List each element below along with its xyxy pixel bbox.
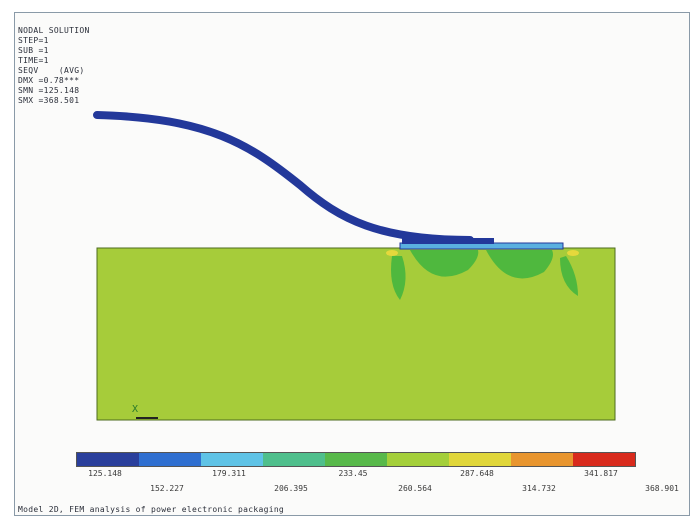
legend-tick: 368.901 (645, 484, 679, 493)
legend-tick: 233.45 (338, 469, 368, 478)
contour-left-tail (391, 256, 406, 300)
info-sub: SUB =1 (18, 46, 49, 55)
legend-tick: 206.395 (274, 484, 308, 493)
legend-tick: 125.148 (88, 469, 122, 478)
model-caption: Model 2D, FEM analysis of power electron… (18, 505, 285, 514)
hotspot-right (567, 250, 579, 256)
bond-wire (93, 111, 474, 244)
legend-swatch (263, 453, 325, 466)
legend-swatch (77, 453, 139, 466)
legend-swatch (573, 453, 635, 466)
info-step: STEP=1 (18, 36, 49, 45)
hotspot-left (386, 250, 398, 256)
contour-right-tail (560, 256, 578, 296)
solution-info: NODAL SOLUTION STEP=1 SUB =1 TIME=1 SEQV… (18, 26, 90, 106)
legend-tick: 179.311 (212, 469, 246, 478)
legend-swatch (201, 453, 263, 466)
legend-tick: 260.564 (398, 484, 432, 493)
legend-swatch (511, 453, 573, 466)
stress-contours (386, 250, 579, 300)
info-dmx: DMX =0.78*** (18, 76, 80, 85)
info-time: TIME=1 (18, 56, 49, 65)
legend-tick: 152.227 (150, 484, 184, 493)
info-smx: SMX =368.501 (18, 96, 80, 105)
info-title: NODAL SOLUTION (18, 26, 90, 35)
legend-swatch (387, 453, 449, 466)
color-legend (76, 452, 636, 467)
info-smn: SMN =125.148 (18, 86, 80, 95)
legend-swatch (449, 453, 511, 466)
contour-right-lobe (486, 250, 553, 279)
contour-left-lobe (410, 250, 479, 277)
legend-swatch (325, 453, 387, 466)
legend-tick: 314.732 (522, 484, 556, 493)
info-seqv: SEQV (AVG) (18, 66, 85, 75)
axis-x-label: X (132, 404, 139, 415)
legend-tick: 287.648 (460, 469, 494, 478)
legend-tick: 341.817 (584, 469, 618, 478)
legend-swatch (139, 453, 201, 466)
